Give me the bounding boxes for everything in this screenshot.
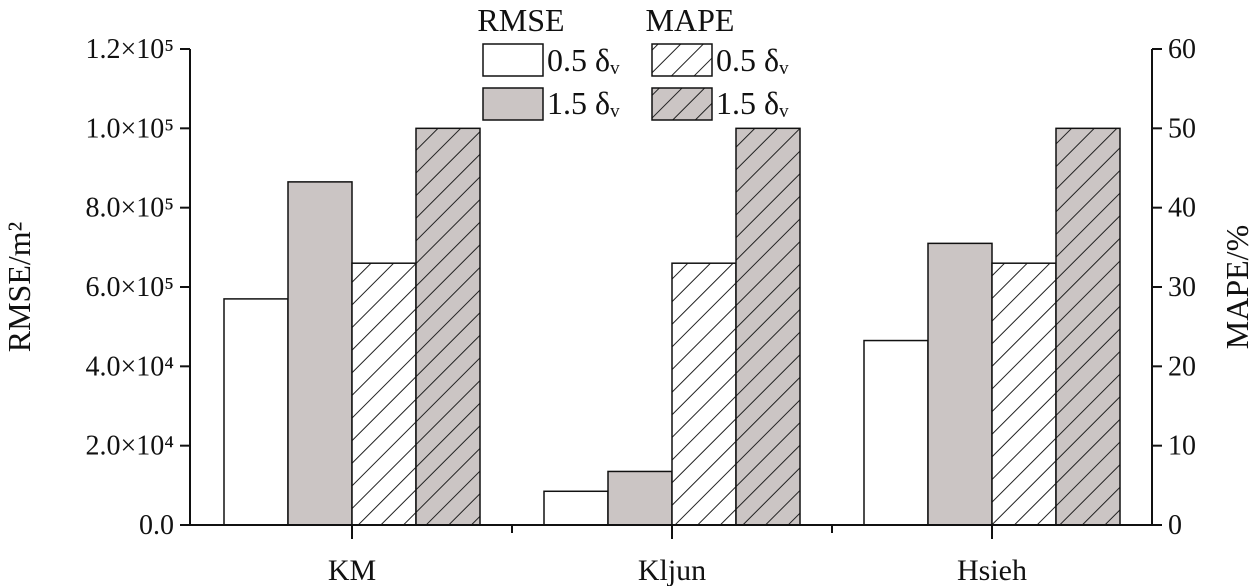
x-category-label: Hsieh — [957, 554, 1027, 586]
legend-label-mape-1.5: 1.5 δᵥ — [716, 85, 789, 121]
right-axis-ticks: 0 10 20 30 40 50 60 — [1152, 34, 1196, 541]
legend-swatch-rmse-1.5 — [482, 87, 544, 121]
right-tick-label: 20 — [1168, 351, 1196, 382]
right-axis-title: MAPE/% — [1219, 225, 1255, 349]
bar-mape-0.5-hsieh — [991, 262, 1057, 526]
bar-mape-1.5-kljun — [735, 127, 801, 526]
bars-layer — [223, 127, 1121, 526]
bar-mape-1.5-km — [415, 127, 481, 526]
bar-mape-0.5-km — [351, 262, 417, 526]
bar-rmse-1.5-kljun — [607, 470, 673, 526]
left-axis-title: RMSE/m² — [1, 222, 37, 353]
legend-label-rmse-1.5: 1.5 δᵥ — [547, 85, 620, 121]
right-tick-label: 0 — [1168, 510, 1182, 541]
right-tick-label: 60 — [1168, 34, 1196, 65]
left-tick-label: 1.0×10⁵ — [85, 113, 174, 144]
bar-rmse-0.5-km — [223, 298, 289, 526]
right-tick-label: 10 — [1168, 431, 1196, 462]
legend-swatch-mape-0.5 — [651, 43, 713, 77]
left-tick-label: 0.0 — [139, 510, 174, 541]
bar-mape-0.5-kljun — [671, 262, 737, 526]
left-tick-label: 6.0×10⁵ — [85, 272, 174, 303]
legend-label-rmse-0.5: 0.5 δᵥ — [547, 42, 620, 78]
bar-rmse-0.5-kljun — [543, 490, 609, 526]
right-tick-label: 50 — [1168, 113, 1196, 144]
left-tick-label: 4.0×10⁴ — [85, 351, 174, 382]
left-tick-label: 1.2×10⁵ — [85, 34, 174, 65]
left-tick-label: 2.0×10⁴ — [85, 431, 174, 462]
left-tick-label: 8.0×10⁵ — [85, 193, 174, 224]
bar-mape-1.5-hsieh — [1055, 127, 1121, 526]
legend-swatch-rmse-0.5 — [482, 43, 544, 77]
x-category-label: Kljun — [638, 554, 706, 586]
bar-rmse-1.5-km — [287, 181, 353, 526]
legend: RMSE MAPE 0.5 δᵥ 0.5 δᵥ 1.5 δᵥ 1.5 δᵥ — [477, 2, 789, 121]
bar-rmse-1.5-hsieh — [927, 242, 993, 526]
left-axis-ticks: 0.0 2.0×10⁴ 4.0×10⁴ 6.0×10⁵ 8.0×10⁵ 1.0×10⁵ 1.… — [85, 34, 190, 541]
right-tick-label: 30 — [1168, 272, 1196, 303]
x-axis-ticks: KM Kljun Hsieh — [328, 525, 1027, 586]
x-category-label: KM — [328, 554, 376, 586]
legend-swatch-mape-1.5 — [651, 87, 713, 121]
legend-label-mape-0.5: 0.5 δᵥ — [716, 42, 789, 78]
right-tick-label: 40 — [1168, 193, 1196, 224]
legend-header-rmse: RMSE — [477, 2, 564, 38]
legend-header-mape: MAPE — [646, 2, 735, 38]
bar-rmse-0.5-hsieh — [863, 339, 929, 526]
